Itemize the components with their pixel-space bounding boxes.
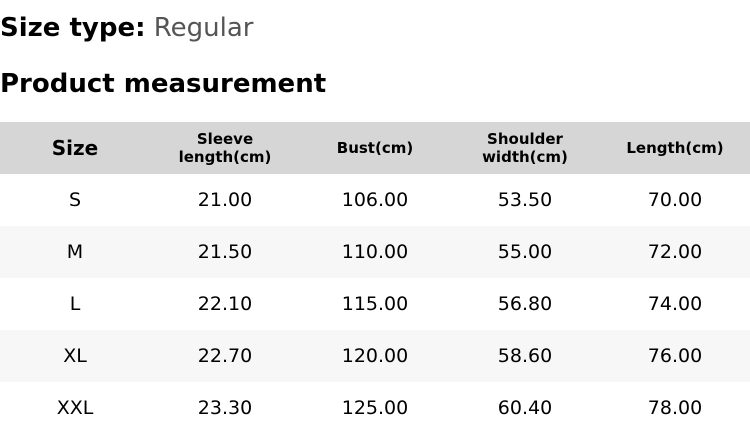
column-header: Bust(cm) (300, 122, 450, 174)
column-header: Length(cm) (600, 122, 750, 174)
table-cell: 74.00 (647, 293, 703, 315)
table-row: XL 22.70 120.00 58.60 76.00 (0, 330, 750, 382)
table-cell: 58.60 (450, 330, 600, 382)
table-cell: 72.00 (600, 226, 750, 278)
measurement-table: Size Sleeve length(cm) Bust(cm) Shoulder wi… (0, 122, 750, 434)
table-cell: 23.30 (197, 397, 253, 419)
table-cell: 60.40 (497, 397, 553, 419)
table-cell: 125.00 (341, 397, 409, 419)
table-cell: 21.50 (150, 226, 300, 278)
table-cell: XL (0, 330, 150, 382)
column-header: Shoulder width(cm) (450, 122, 600, 174)
table-cell: XXL (56, 397, 94, 419)
table-cell: 70.00 (647, 189, 703, 211)
table-cell: S (68, 189, 82, 211)
size-type-value: Regular (153, 13, 254, 43)
table-cell: 115.00 (341, 293, 409, 315)
table-cell: 76.00 (600, 330, 750, 382)
table-cell: 22.10 (197, 293, 253, 315)
table-cell: 110.00 (300, 226, 450, 278)
column-header: Size (0, 122, 150, 174)
table-cell: 106.00 (341, 189, 409, 211)
table-cell: 78.00 (647, 397, 703, 419)
table-row: S 21.00 106.00 53.50 70.00 (0, 174, 750, 226)
table-cell: 55.00 (450, 226, 600, 278)
size-type: Size type: Regular (0, 12, 253, 44)
table-cell: 56.80 (497, 293, 553, 315)
section-title: Product measurement (0, 69, 327, 99)
table-cell: 21.00 (197, 189, 253, 211)
table-cell: M (0, 226, 150, 278)
table-row: L 22.10 115.00 56.80 74.00 (0, 278, 750, 330)
table-cell: 22.70 (150, 330, 300, 382)
table-header-row: Size Sleeve length(cm) Bust(cm) Shoulder wi… (0, 122, 750, 174)
table-cell: L (69, 293, 81, 315)
size-type-label: Size type: (0, 13, 146, 43)
table-cell: 53.50 (497, 189, 553, 211)
table-cell: 120.00 (300, 330, 450, 382)
column-header: Sleeve length(cm) (150, 122, 300, 174)
table-row: XXL 23.30 125.00 60.40 78.00 (0, 382, 750, 434)
table-row: M 21.50 110.00 55.00 72.00 (0, 226, 750, 278)
